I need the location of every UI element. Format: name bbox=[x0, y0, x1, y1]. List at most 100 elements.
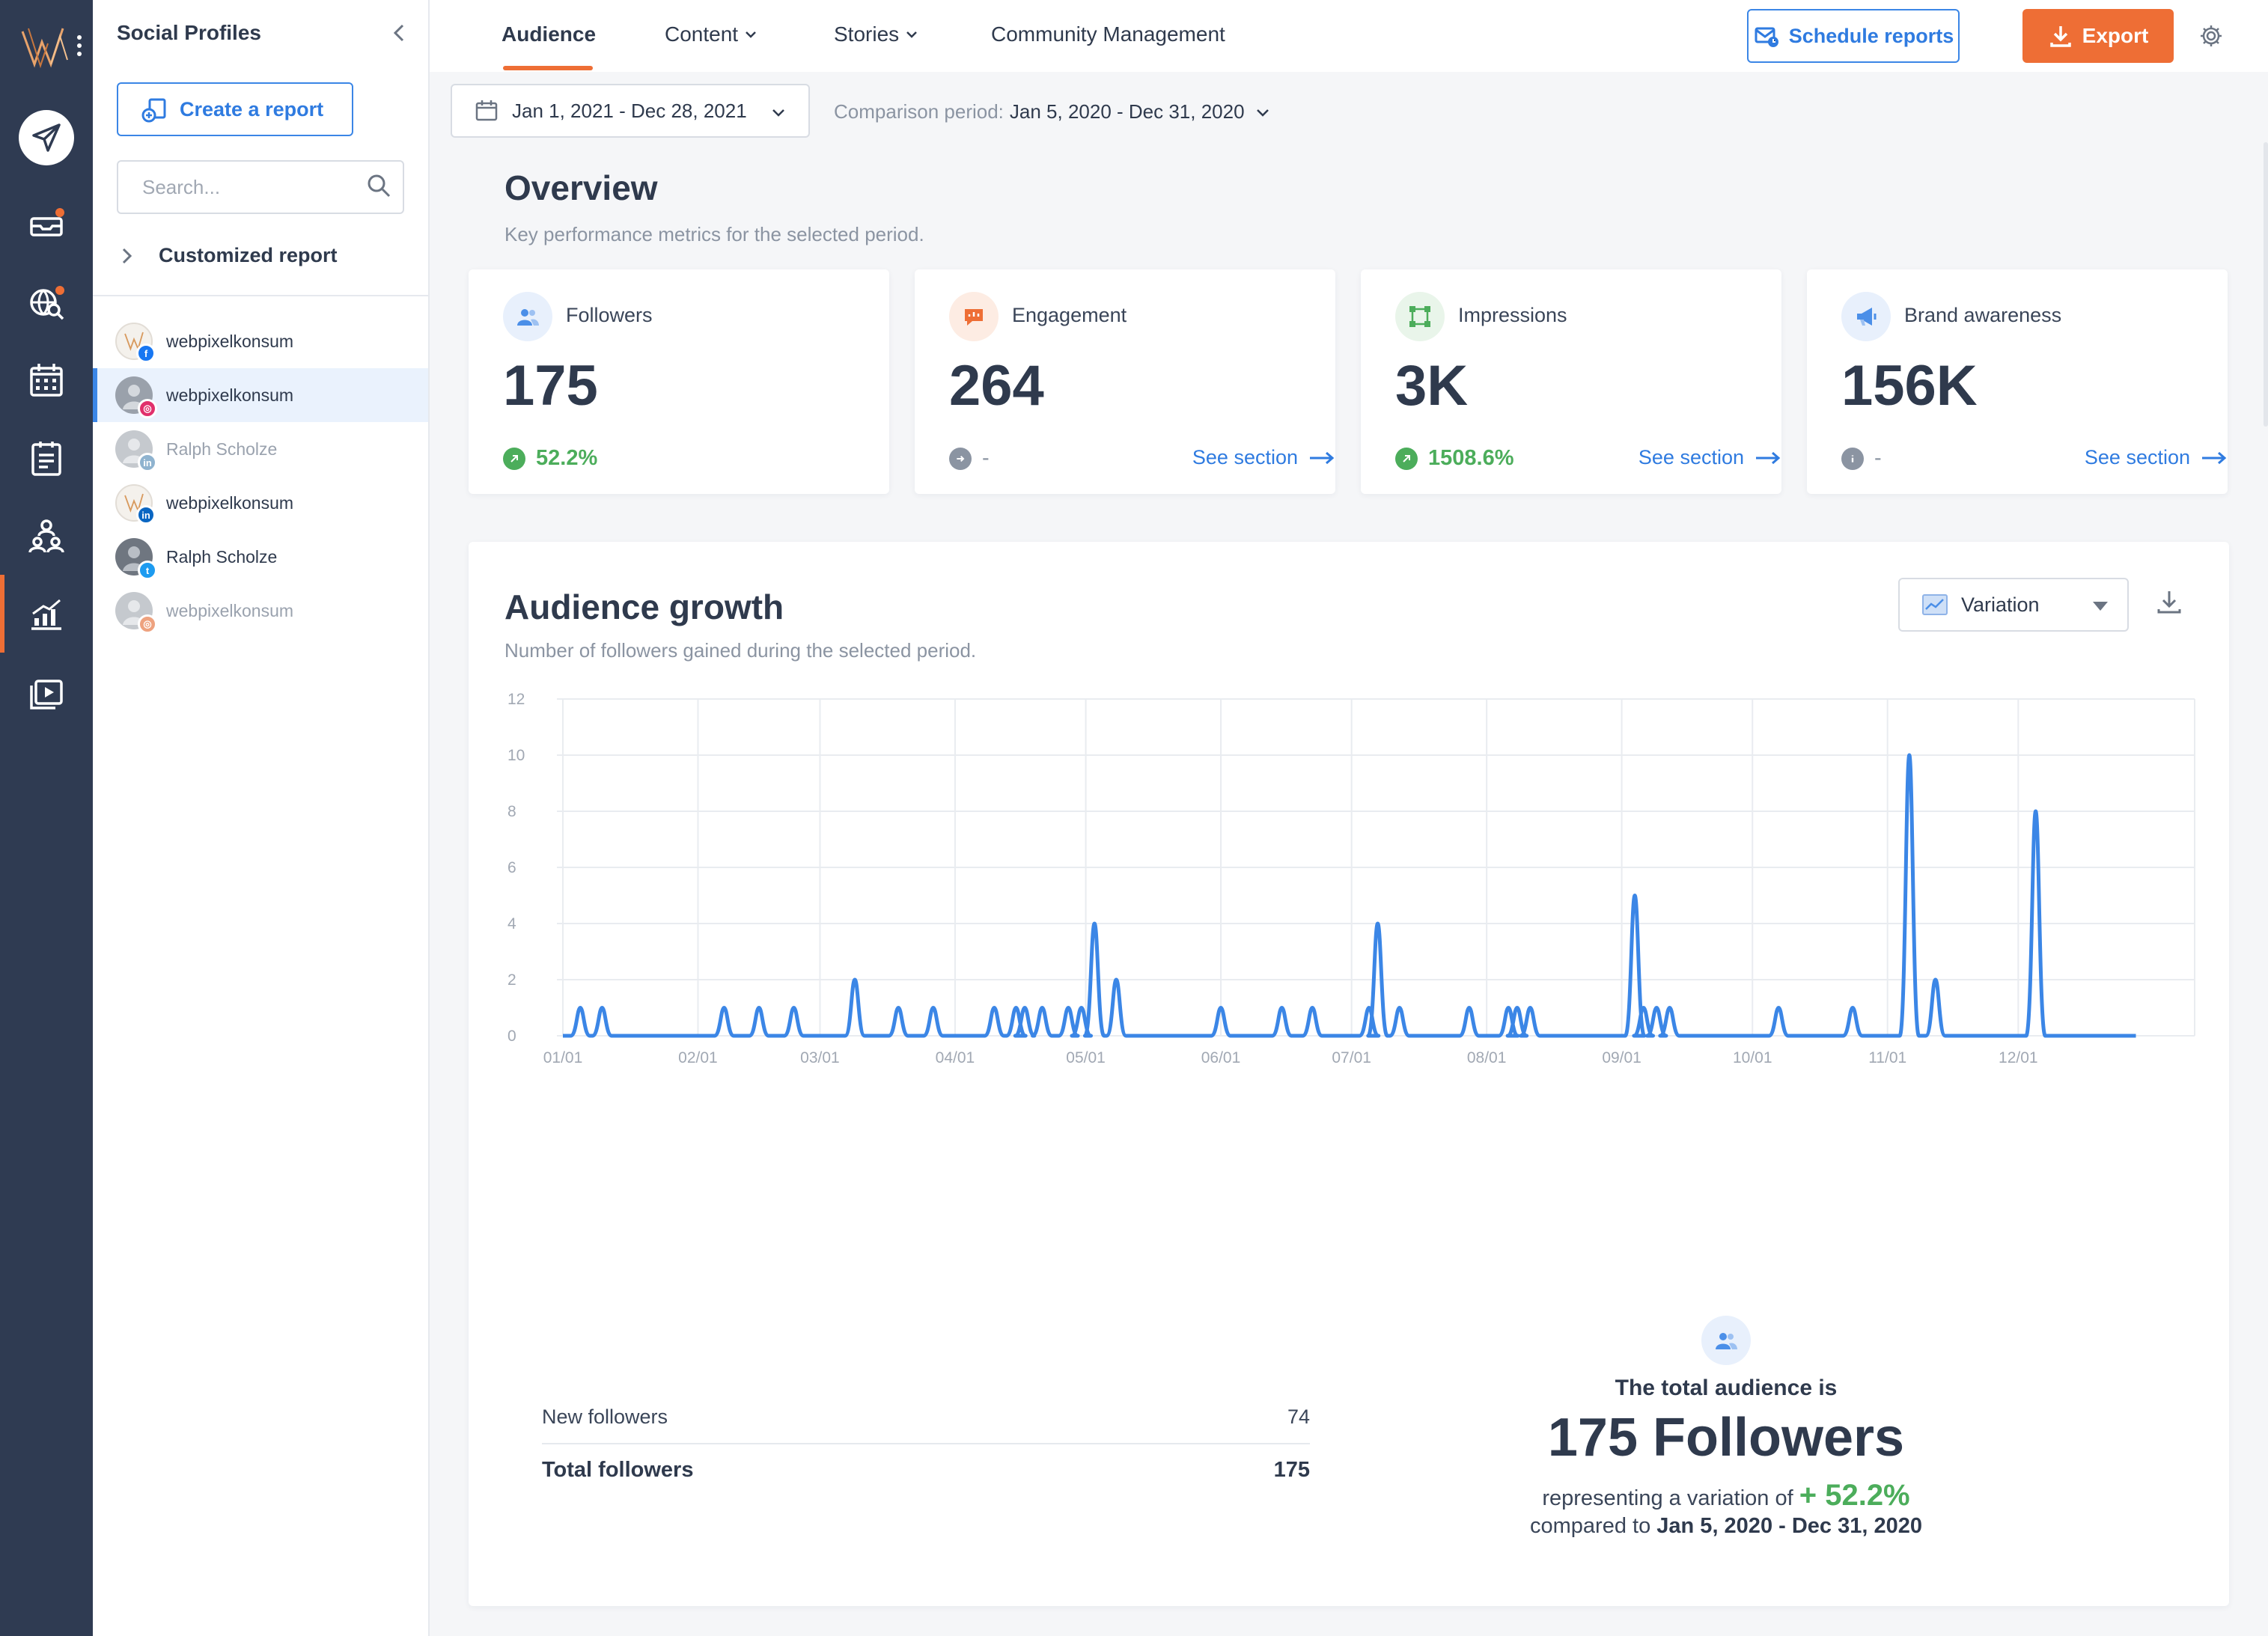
calendar-icon bbox=[30, 364, 63, 397]
rail-team[interactable] bbox=[0, 497, 93, 575]
instagram-icon: ◎ bbox=[138, 614, 157, 634]
summary-row-total-followers: Total followers 175 bbox=[542, 1443, 1310, 1495]
group-label: Customized report bbox=[159, 244, 338, 266]
export-button[interactable]: Export bbox=[2022, 9, 2174, 63]
summary-row-new-followers: New followers 74 bbox=[542, 1391, 1310, 1443]
profile-item[interactable]: in Ralph Scholze bbox=[93, 422, 428, 476]
rail-analytics[interactable] bbox=[0, 575, 93, 653]
x-tick-label: 12/01 bbox=[1999, 1049, 2038, 1066]
x-tick-label: 11/01 bbox=[1868, 1049, 1906, 1066]
kpi-value: 3K bbox=[1395, 354, 1469, 418]
kpi-label: Impressions bbox=[1458, 304, 1567, 326]
create-report-label: Create a report bbox=[180, 97, 324, 120]
audience-growth-card: Audience growth Number of followers gain… bbox=[469, 542, 2229, 1606]
variation-select-value: Variation bbox=[1961, 593, 2040, 616]
search-icon[interactable] bbox=[364, 171, 394, 201]
profile-name: webpixelkonsum bbox=[166, 385, 294, 405]
create-report-button[interactable]: Create a report bbox=[117, 82, 353, 136]
chart-icon bbox=[1922, 594, 1948, 615]
tab-label: Content bbox=[665, 22, 739, 46]
kpi-card-engagement: Engagement 264 - See section bbox=[915, 269, 1335, 494]
gear-icon[interactable] bbox=[2198, 22, 2225, 49]
date-range-picker[interactable]: Jan 1, 2021 - Dec 28, 2021 bbox=[451, 84, 810, 138]
rail-inbox[interactable] bbox=[0, 184, 93, 262]
team-icon bbox=[28, 519, 64, 553]
send-icon bbox=[19, 110, 74, 165]
total-audience-summary: The total audience is 175 Followers repr… bbox=[1502, 1316, 1951, 1539]
x-tick-label: 05/01 bbox=[1066, 1049, 1106, 1066]
kpi-change: - bbox=[1841, 446, 1882, 471]
variation-value: + 52.2% bbox=[1799, 1479, 1910, 1512]
profile-item[interactable]: in webpixelkonsum bbox=[93, 476, 428, 530]
x-tick-label: 01/01 bbox=[543, 1049, 583, 1066]
summary-value: 74 bbox=[1287, 1405, 1310, 1428]
more-icon[interactable] bbox=[76, 34, 82, 57]
see-section-link[interactable]: See section bbox=[1638, 446, 1781, 469]
profile-item[interactable]: ◎ webpixelkonsum bbox=[93, 368, 428, 422]
download-icon[interactable] bbox=[2154, 587, 2184, 617]
y-tick-label: 4 bbox=[507, 915, 516, 933]
facebook-icon: f bbox=[136, 344, 156, 363]
arrow-right-icon bbox=[1756, 451, 1781, 464]
growth-subtitle: Number of followers gained during the se… bbox=[504, 639, 977, 662]
followers-summary-table: New followers 74 Total followers 175 bbox=[542, 1391, 1310, 1495]
tab-label: Community Management bbox=[991, 22, 1225, 46]
kpi-change: 1508.6% bbox=[1395, 446, 1514, 471]
sidebar-title: Social Profiles bbox=[117, 21, 261, 44]
schedule-mail-icon bbox=[1755, 27, 1778, 47]
profiles-sidebar: Social Profiles Create a report Customiz… bbox=[93, 0, 430, 1636]
chevron-down-icon bbox=[1256, 109, 1269, 117]
page-scrollbar[interactable] bbox=[2264, 142, 2268, 427]
schedule-reports-button[interactable]: Schedule reports bbox=[1747, 9, 1960, 63]
kpi-change: 52.2% bbox=[503, 446, 597, 471]
profile-name: webpixelkonsum bbox=[166, 331, 294, 351]
top-nav: Audience Content Stories Community Manag… bbox=[430, 0, 2268, 72]
rail-tasks[interactable] bbox=[0, 419, 93, 497]
kpi-card-brand-awareness: Brand awareness 156K - See section bbox=[1807, 269, 2228, 494]
profile-item[interactable]: ◎ webpixelkonsum bbox=[93, 584, 428, 638]
y-tick-label: 8 bbox=[507, 803, 516, 820]
add-report-icon bbox=[141, 98, 166, 123]
profile-name: webpixelkonsum bbox=[166, 600, 294, 620]
total-audience-lead: The total audience is bbox=[1615, 1376, 1838, 1400]
schedule-label: Schedule reports bbox=[1788, 24, 1954, 47]
media-library-icon bbox=[30, 680, 63, 709]
twitter-icon: t bbox=[138, 561, 157, 580]
calendar-icon bbox=[475, 100, 498, 121]
tab-stories[interactable]: Stories bbox=[834, 22, 920, 46]
active-tab-indicator bbox=[503, 66, 593, 70]
followers-icon bbox=[1701, 1316, 1751, 1365]
tab-audience[interactable]: Audience bbox=[502, 22, 596, 46]
rail-listening[interactable] bbox=[0, 263, 93, 341]
overview-subtitle: Key performance metrics for the selected… bbox=[504, 223, 924, 245]
search-input[interactable] bbox=[117, 160, 404, 214]
rail-media[interactable] bbox=[0, 653, 93, 730]
variation-line: representing a variation of + 52.2% bbox=[1502, 1479, 1951, 1513]
tab-community-management[interactable]: Community Management bbox=[991, 22, 1225, 46]
kpi-label: Engagement bbox=[1012, 304, 1127, 326]
summary-label: Total followers bbox=[542, 1457, 694, 1482]
trend-up-icon bbox=[503, 447, 525, 470]
total-audience-value: 175 Followers bbox=[1547, 1408, 1905, 1468]
profile-item[interactable]: t Ralph Scholze bbox=[93, 530, 428, 584]
variation-select[interactable]: Variation bbox=[1898, 578, 2129, 632]
customized-report-group[interactable]: Customized report bbox=[115, 244, 338, 267]
comparison-label: Comparison period: bbox=[834, 100, 1004, 123]
profile-item[interactable]: f webpixelkonsum bbox=[93, 314, 428, 368]
rail-calendar[interactable] bbox=[0, 341, 93, 419]
chevron-left-icon[interactable] bbox=[386, 19, 413, 46]
brand-logo[interactable] bbox=[18, 21, 78, 73]
comparison-range: Jan 5, 2020 - Dec 31, 2020 bbox=[1009, 100, 1245, 123]
x-tick-label: 04/01 bbox=[936, 1049, 975, 1066]
comparison-period[interactable]: Comparison period: Jan 5, 2020 - Dec 31,… bbox=[834, 100, 1272, 123]
chevron-down-icon bbox=[746, 31, 756, 38]
see-section-link[interactable]: See section bbox=[1192, 446, 1335, 469]
chevron-down-icon bbox=[772, 109, 784, 117]
tab-content[interactable]: Content bbox=[665, 22, 759, 46]
see-section-link[interactable]: See section bbox=[2085, 446, 2228, 469]
overview-title: Overview bbox=[504, 168, 658, 207]
x-tick-label: 02/01 bbox=[678, 1049, 718, 1066]
kpi-change-value: - bbox=[982, 446, 990, 470]
kpi-change-value: 1508.6% bbox=[1428, 446, 1514, 470]
rail-publish[interactable] bbox=[0, 99, 93, 177]
